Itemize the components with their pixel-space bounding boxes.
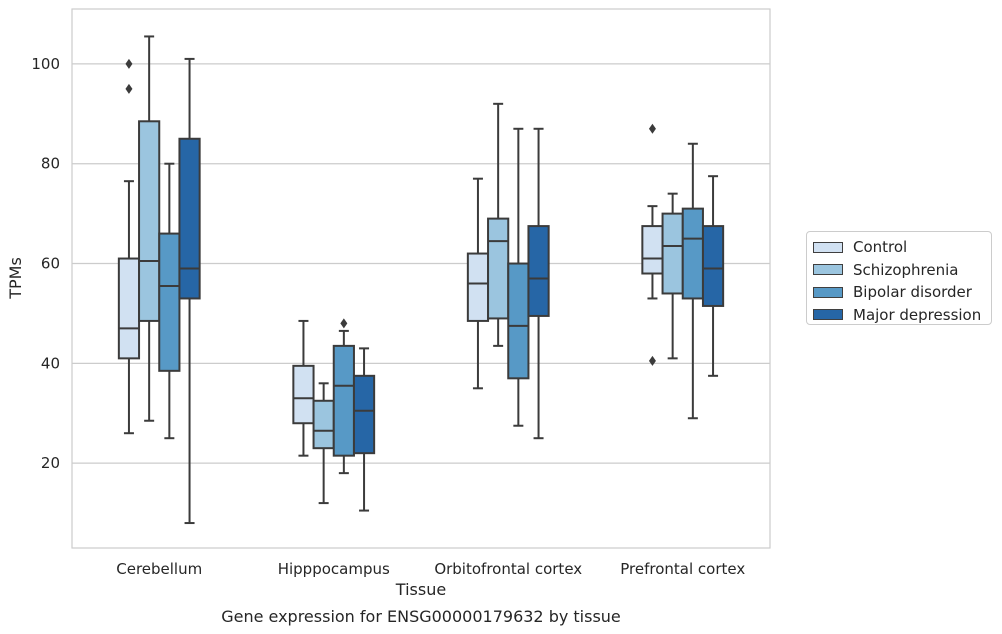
outlier-point (340, 318, 348, 329)
legend-label: Schizophrenia (853, 260, 959, 279)
box-major-depression (352, 347, 376, 512)
box-schizophrenia (487, 102, 510, 347)
iqr-box (661, 212, 684, 295)
y-tick-label: 80 (41, 155, 60, 173)
outlier-point (648, 123, 656, 134)
y-axis-label: TPMs (6, 257, 25, 300)
box-control (641, 123, 664, 366)
legend-swatch (813, 286, 843, 298)
iqr-box (487, 217, 510, 320)
box-major-depression (527, 127, 550, 440)
legend-item-schizophrenia: Schizophrenia (813, 259, 991, 282)
iqr-box (681, 207, 704, 300)
box-bipolar-disorder (681, 142, 704, 420)
box-schizophrenia (138, 35, 161, 422)
iqr-box (466, 252, 490, 322)
iqr-box (292, 364, 315, 425)
outlier-point (125, 58, 133, 69)
x-tick-label: Hipppocampus (278, 560, 390, 578)
iqr-box (701, 225, 725, 307)
x-tick-labels: Cerebellum Hipppocampus Orbitofrontal cort… (116, 560, 745, 578)
box-control (292, 319, 315, 457)
iqr-box (117, 257, 141, 360)
box-major-depression (178, 57, 201, 525)
box-bipolar-disorder (158, 162, 181, 440)
y-tick-label: 100 (31, 55, 60, 73)
y-tick-labels: 20 40 60 80 100 (31, 55, 60, 472)
legend-item-control: Control (813, 236, 991, 259)
iqr-box (158, 232, 181, 372)
legend-label: Major depression (853, 305, 982, 324)
legend-item-major-depression: Major depression (813, 304, 991, 327)
iqr-box (641, 225, 664, 275)
legend-swatch (813, 241, 843, 253)
iqr-box (527, 225, 550, 317)
legend-label: Control (853, 238, 908, 257)
legend: Control Schizophrenia Bipolar disorder M… (806, 231, 992, 325)
plot-marks (117, 35, 725, 525)
outlier-point (648, 355, 656, 366)
box-schizophrenia (312, 382, 335, 505)
iqr-box (312, 399, 335, 450)
plot-frame (71, 8, 771, 549)
legend-swatch (813, 264, 843, 276)
iqr-box (178, 137, 201, 300)
iqr-box (352, 374, 376, 455)
x-axis-label: Tissue (395, 580, 446, 599)
iqr-box (507, 262, 530, 380)
y-tick-label: 40 (41, 354, 60, 372)
y-tick-label: 60 (41, 255, 60, 273)
box-bipolar-disorder (332, 318, 355, 475)
x-tick-label: Prefrontal cortex (620, 560, 745, 578)
box-control (466, 177, 490, 390)
y-tick-label: 20 (41, 454, 60, 472)
x-tick-label: Cerebellum (116, 560, 202, 578)
box-schizophrenia (661, 192, 684, 360)
chart-caption: Gene expression for ENSG00000179632 by t… (221, 607, 621, 626)
legend-label: Bipolar disorder (853, 283, 972, 302)
box-bipolar-disorder (507, 127, 530, 427)
legend-item-bipolar-disorder: Bipolar disorder (813, 281, 991, 304)
box-control (117, 58, 141, 435)
x-tick-label: Orbitofrontal cortex (434, 560, 582, 578)
legend-swatch (813, 309, 843, 321)
iqr-box (332, 344, 355, 457)
iqr-box (138, 120, 161, 322)
outlier-point (125, 83, 133, 94)
box-major-depression (701, 175, 725, 377)
